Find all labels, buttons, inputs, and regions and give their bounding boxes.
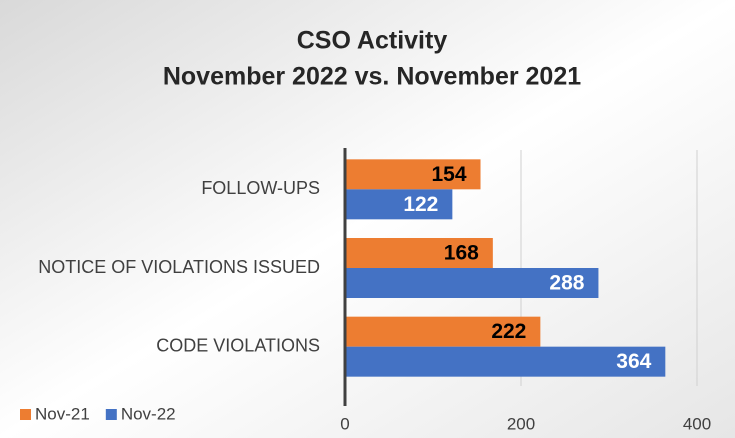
bar — [345, 238, 493, 268]
data-label: 154 — [431, 163, 466, 186]
bar — [345, 189, 453, 220]
legend-label: Nov-21 — [35, 404, 90, 423]
bar — [345, 346, 666, 377]
bar — [345, 268, 599, 298]
y-tick-label: CODE VIOLATIONS — [156, 335, 320, 355]
data-label: 222 — [491, 320, 526, 343]
legend-swatch — [20, 409, 31, 420]
x-tick-label: 200 — [507, 414, 535, 433]
data-label: 168 — [444, 242, 479, 265]
x-tick-label: 400 — [683, 414, 711, 433]
chart-title: CSO Activity — [297, 27, 448, 55]
chart-subtitle: November 2022 vs. November 2021 — [163, 63, 581, 91]
y-tick-label: NOTICE OF VIOLATIONS ISSUED — [38, 257, 320, 277]
bar — [345, 316, 541, 347]
data-label: 122 — [403, 193, 438, 216]
bar — [345, 159, 481, 190]
y-tick-label: FOLLOW-UPS — [201, 178, 320, 198]
legend-swatch — [105, 409, 117, 420]
x-tick-label: 0 — [340, 414, 349, 433]
data-label: 364 — [616, 350, 651, 373]
legend-label: Nov-22 — [121, 404, 176, 423]
data-label: 288 — [549, 272, 584, 295]
